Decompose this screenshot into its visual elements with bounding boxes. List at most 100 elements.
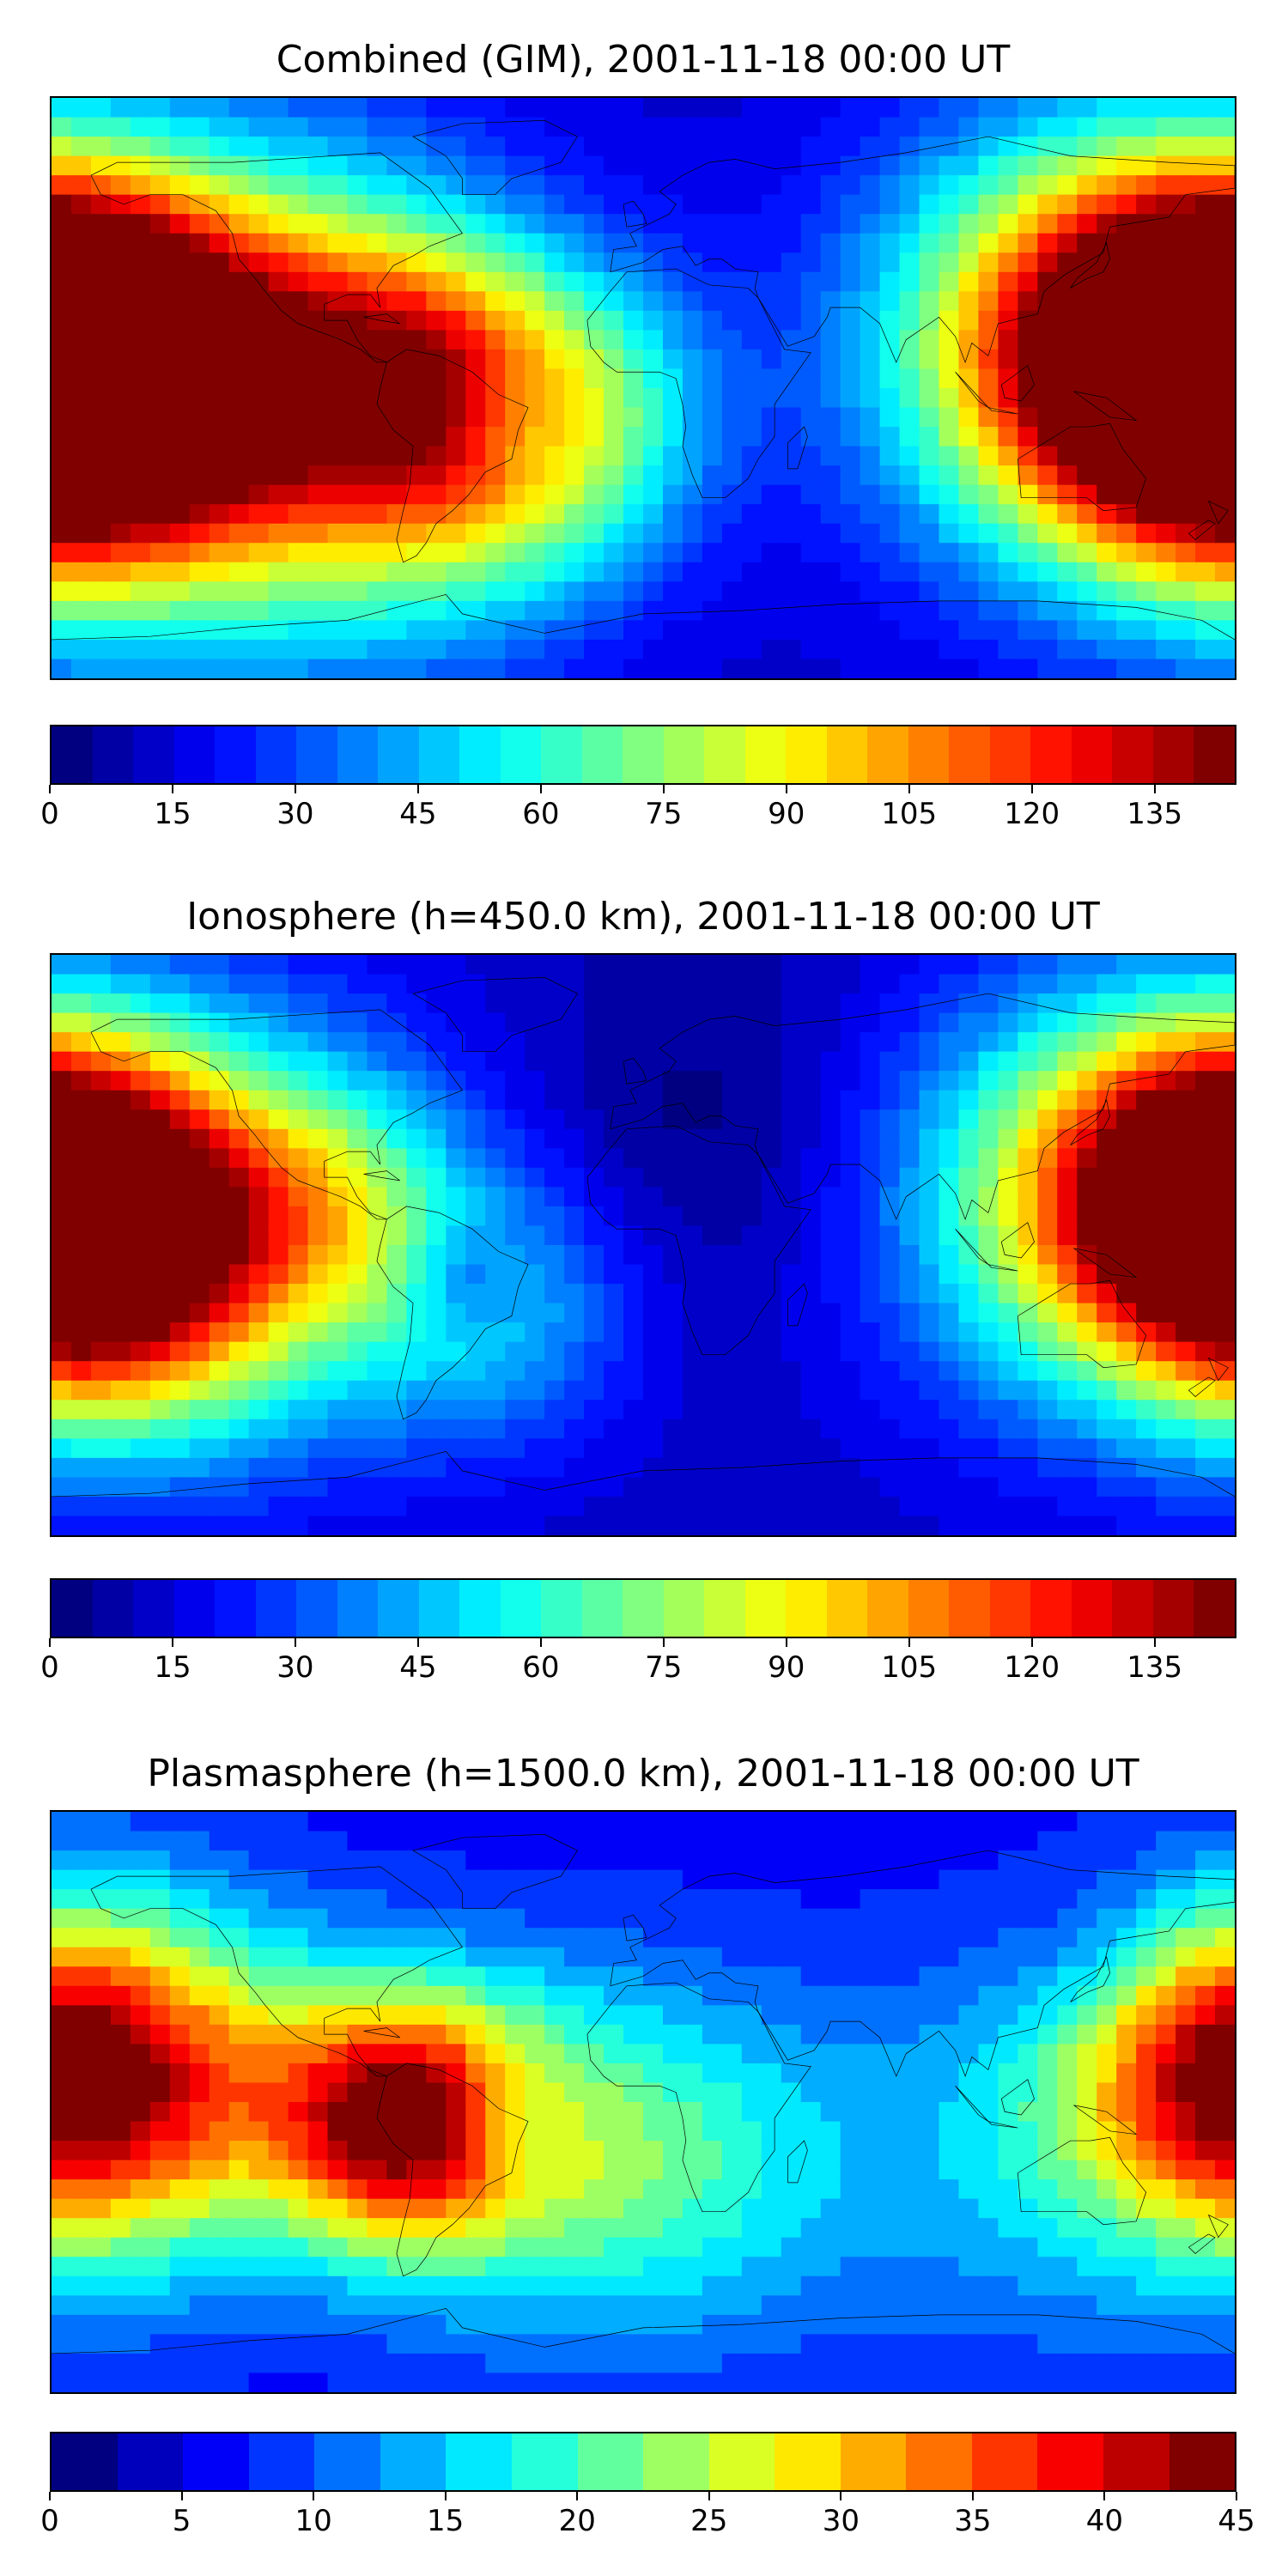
- field-cell: [90, 349, 112, 371]
- field-cell: [1077, 1051, 1099, 1073]
- field-cell: [485, 484, 507, 507]
- field-cell: [367, 1206, 389, 1228]
- field-cell: [327, 1264, 349, 1285]
- field-cell: [702, 1928, 724, 1949]
- field-cell: [1057, 310, 1079, 332]
- field-cell: [70, 1966, 93, 1988]
- field-cell: [1136, 98, 1158, 119]
- field-cell: [268, 1148, 290, 1170]
- field-cell: [1136, 1167, 1158, 1189]
- field-cell: [721, 1051, 744, 1073]
- field-cell: [860, 562, 882, 584]
- field-cell: [623, 1380, 645, 1402]
- field-cell: [485, 155, 507, 178]
- field-cell: [761, 291, 783, 313]
- field-cell: [268, 1303, 290, 1325]
- field-cell: [643, 2275, 665, 2298]
- field-cell: [52, 1831, 73, 1852]
- field-cell: [307, 620, 330, 641]
- field-cell: [130, 484, 152, 507]
- field-cell: [268, 581, 290, 603]
- field-cell: [248, 1457, 270, 1479]
- field-cell: [939, 562, 961, 584]
- field-cell: [347, 1380, 369, 1402]
- field-cell: [564, 1303, 586, 1325]
- field-cell: [1195, 137, 1217, 158]
- field-cell: [682, 2257, 704, 2278]
- field-cell: [90, 2141, 112, 2162]
- field-cell: [1195, 1167, 1217, 1189]
- colorbar-ticks-combined: 0 15 30 45 60 75 90 105 120 135: [40, 785, 1236, 836]
- field-cell: [721, 1908, 744, 1930]
- field-cell: [1037, 1419, 1060, 1441]
- field-cell: [327, 1380, 349, 1402]
- field-cell: [327, 1322, 349, 1344]
- field-cell: [840, 523, 862, 545]
- field-cell: [741, 368, 763, 390]
- field-cell: [70, 2121, 93, 2142]
- field-cell: [347, 155, 369, 178]
- field-cell: [860, 993, 882, 1015]
- field-cell: [741, 1341, 763, 1364]
- field-cell: [781, 2102, 803, 2123]
- field-cell: [446, 194, 468, 216]
- coastline: [787, 1284, 807, 1326]
- field-cell: [52, 1303, 73, 1325]
- field-cell: [702, 523, 724, 545]
- field-cell: [682, 1361, 704, 1382]
- field-cell: [505, 2179, 527, 2201]
- field-cell: [682, 194, 704, 216]
- field-cell: [939, 117, 961, 138]
- field-cell: [584, 1109, 605, 1131]
- field-cell: [1176, 639, 1197, 661]
- field-cell: [169, 1225, 191, 1247]
- field-cell: [939, 1032, 961, 1054]
- field-cell: [209, 1264, 231, 1285]
- field-cell: [189, 2005, 211, 2026]
- field-cell: [90, 1812, 112, 1833]
- field-cell: [1018, 194, 1040, 216]
- field-cell: [702, 543, 724, 564]
- field-cell: [228, 465, 251, 487]
- field-cell: [1097, 543, 1119, 564]
- field-cell: [347, 2024, 369, 2046]
- field-cell: [820, 252, 842, 274]
- field-cell: [1195, 407, 1217, 428]
- field-cell: [90, 1947, 112, 1969]
- field-cell: [1097, 1148, 1119, 1170]
- field-cell: [1097, 291, 1119, 313]
- field-cell: [90, 214, 112, 235]
- field-cell: [879, 993, 902, 1015]
- field-cell: [702, 2218, 724, 2239]
- field-cell: [643, 2237, 665, 2259]
- field-cell: [820, 1109, 842, 1131]
- field-cell: [623, 600, 645, 623]
- field-cell: [623, 1419, 645, 1441]
- field-cell: [1037, 1071, 1060, 1092]
- field-cell: [367, 974, 389, 995]
- field-cell: [485, 993, 507, 1015]
- field-cell: [505, 2275, 527, 2298]
- field-cell: [1018, 330, 1040, 351]
- field-cell: [169, 214, 191, 235]
- field-cell: [446, 1109, 468, 1131]
- field-cell: [426, 993, 448, 1015]
- field-cell: [978, 1284, 1000, 1305]
- field-cell: [840, 2044, 862, 2065]
- field-cell: [525, 1380, 547, 1402]
- field-cell: [998, 1148, 1020, 1170]
- field-cell: [70, 214, 93, 235]
- field-cell: [840, 1438, 862, 1460]
- field-cell: [90, 2353, 112, 2375]
- field-cell: [682, 2082, 704, 2104]
- field-cell: [604, 1889, 625, 1911]
- field-cell: [998, 1284, 1020, 1305]
- field-cell: [1215, 1187, 1235, 1208]
- field-cell: [879, 1516, 902, 1535]
- field-cell: [209, 2275, 231, 2298]
- field-cell: [899, 1400, 921, 1421]
- field-cell: [248, 1438, 270, 1460]
- field-cell: [741, 1985, 763, 2008]
- field-cell: [52, 194, 73, 216]
- field-cell: [721, 1850, 744, 1872]
